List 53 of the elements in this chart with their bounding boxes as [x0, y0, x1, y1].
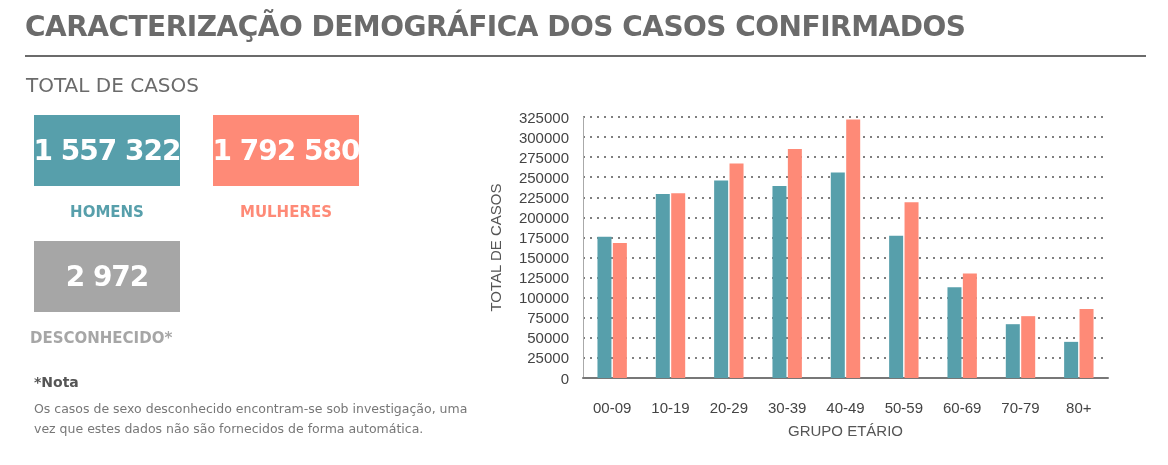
bar: [714, 180, 729, 378]
x-tick-label: 00-09: [592, 399, 632, 416]
y-tick-label: 125000: [518, 269, 569, 287]
x-tick-label: 20-29: [709, 399, 749, 416]
y-tick-label: 50000: [527, 329, 569, 347]
text: *Nota: [34, 374, 79, 390]
y-tick-label: 0: [560, 369, 569, 387]
bar: [671, 193, 686, 378]
bar: [787, 149, 802, 378]
category-label: MULHERES: [238, 203, 334, 221]
y-tick-label: 275000: [518, 148, 569, 166]
y-axis-title: TOTAL DE CASOS: [487, 183, 504, 312]
x-tick-label: 80+: [1066, 399, 1092, 416]
y-tick-label: 100000: [518, 289, 569, 307]
text: 1 557 322: [33, 134, 181, 167]
bar: [1079, 308, 1094, 378]
text: Os casos de sexo desconhecido encontram-se sob investigação, uma vez que estes dados não são fornecidos de forma automática.: [34, 400, 469, 438]
y-tick-label: 150000: [518, 249, 569, 267]
category-label: HOMENS: [69, 203, 145, 221]
bar: [904, 202, 919, 378]
x-tick-label: 30-39: [767, 399, 807, 416]
category-label: DESCONHECIDO*: [30, 329, 174, 347]
bar: [597, 236, 612, 378]
bar: [729, 163, 744, 378]
x-tick-label: 10-19: [651, 399, 690, 416]
y-tick-label: 300000: [518, 128, 569, 146]
bar: [889, 235, 904, 378]
y-tick-label: 175000: [518, 228, 569, 246]
bar: [830, 172, 845, 378]
text: TOTAL DE CASOS: [26, 73, 199, 97]
bar: [612, 243, 627, 378]
x-axis-title: GRUPO ETÁRIO: [787, 422, 904, 439]
bar: [772, 186, 787, 378]
y-tick-label: 225000: [518, 188, 569, 206]
bar: [655, 194, 670, 378]
bar: [1064, 341, 1079, 378]
text: 1 792 580: [212, 134, 360, 167]
x-tick-label: 60-69: [942, 399, 982, 416]
x-tick-label: 40-49: [826, 399, 865, 416]
y-tick-label: 325000: [518, 108, 569, 126]
y-tick-label: 200000: [518, 208, 569, 226]
bar: [962, 273, 977, 378]
y-tick-label: 75000: [527, 309, 569, 327]
y-tick-label: 250000: [518, 168, 569, 186]
text: CARACTERIZAÇÃO DEMOGRÁFICA DOS CASOS CONFIRMADOS: [25, 10, 966, 43]
bar: [1021, 316, 1036, 378]
bar: [947, 287, 962, 378]
x-tick-label: 50-59: [884, 399, 924, 416]
y-tick-label: 25000: [527, 349, 569, 367]
x-tick-label: 70-79: [1001, 399, 1040, 416]
bar: [846, 119, 861, 378]
bar: [1005, 324, 1020, 378]
text: 2 972: [65, 260, 149, 293]
